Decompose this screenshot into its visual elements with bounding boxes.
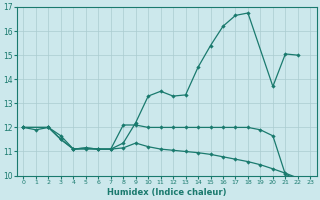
X-axis label: Humidex (Indice chaleur): Humidex (Indice chaleur) xyxy=(107,188,227,197)
